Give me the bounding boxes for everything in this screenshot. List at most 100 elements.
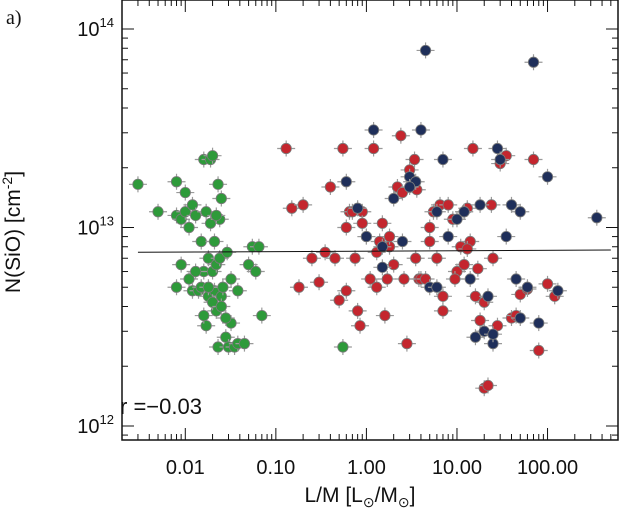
data-point xyxy=(507,271,526,288)
data-point xyxy=(205,233,224,250)
data-point xyxy=(167,279,186,296)
data-point xyxy=(427,279,446,296)
data-point xyxy=(176,203,195,220)
data-point xyxy=(397,335,416,352)
data-point xyxy=(433,302,452,319)
data-point xyxy=(548,282,567,299)
data-point xyxy=(471,196,490,213)
data-point xyxy=(458,240,477,257)
x-axis-title: L/M [L⊙/M⊙] xyxy=(305,484,416,510)
y-tick-label: 1012 xyxy=(77,412,114,438)
data-point xyxy=(393,233,412,250)
data-point xyxy=(216,309,235,326)
data-point xyxy=(277,140,296,157)
data-point xyxy=(337,282,356,299)
data-point xyxy=(326,250,345,267)
data-point xyxy=(149,203,168,220)
data-point xyxy=(478,377,497,394)
data-point xyxy=(491,151,510,168)
data-point xyxy=(411,121,430,138)
data-point xyxy=(439,196,458,213)
data-point xyxy=(209,176,228,193)
data-point xyxy=(337,219,356,236)
data-point xyxy=(373,259,392,276)
data-point xyxy=(351,317,370,334)
data-point xyxy=(378,271,397,288)
data-point xyxy=(186,207,205,224)
correlation-annotation: r =−0.03 xyxy=(120,394,202,419)
data-point xyxy=(529,315,548,332)
data-point xyxy=(348,302,367,319)
data-point xyxy=(197,203,216,220)
data-point xyxy=(167,173,186,190)
data-point xyxy=(484,326,503,343)
data-point xyxy=(333,140,352,157)
data-point xyxy=(447,211,466,228)
data-point xyxy=(373,215,392,232)
data-point xyxy=(384,256,403,273)
data-point xyxy=(316,244,335,261)
x-tick-label: 100.00 xyxy=(517,457,578,479)
data-point xyxy=(373,238,392,255)
data-point xyxy=(364,140,383,157)
data-point xyxy=(538,168,557,185)
data-point xyxy=(502,196,521,213)
y-tick-label: 1013 xyxy=(77,213,114,239)
data-point xyxy=(337,173,356,190)
x-tick-label: 0.10 xyxy=(256,457,295,479)
data-point xyxy=(400,178,419,195)
fit-line xyxy=(137,249,611,253)
data-point xyxy=(420,219,439,236)
data-point xyxy=(367,279,386,296)
data-point xyxy=(353,215,372,232)
data-point xyxy=(346,250,365,267)
data-point xyxy=(420,233,439,250)
x-tick-label: 10.00 xyxy=(432,457,482,479)
data-point xyxy=(207,207,226,224)
data-point xyxy=(380,228,399,245)
y-tick-label: 1014 xyxy=(77,15,114,41)
data-point xyxy=(427,250,446,267)
data-point xyxy=(455,203,474,220)
data-point xyxy=(439,228,458,245)
data-point xyxy=(471,312,490,329)
data-point xyxy=(186,263,205,280)
data-point xyxy=(228,282,247,299)
data-point xyxy=(172,256,191,273)
data-point xyxy=(478,288,497,305)
data-point xyxy=(427,203,446,220)
data-point xyxy=(511,203,530,220)
data-point xyxy=(176,184,195,201)
data-point xyxy=(445,271,464,288)
data-point xyxy=(222,271,241,288)
x-tick-label: 0.01 xyxy=(166,457,205,479)
data-point xyxy=(194,307,213,324)
data-point xyxy=(212,298,231,315)
data-point xyxy=(391,127,410,144)
data-point xyxy=(433,288,452,305)
data-point xyxy=(484,250,503,267)
panel-label: a) xyxy=(6,7,22,29)
data-point xyxy=(497,228,516,245)
data-point xyxy=(321,178,340,195)
data-point xyxy=(466,329,485,346)
data-point xyxy=(463,140,482,157)
data-point xyxy=(455,256,474,273)
data-point xyxy=(357,228,376,245)
data-point xyxy=(529,342,548,359)
data-point xyxy=(330,292,349,309)
x-tick-label: 1.00 xyxy=(347,457,386,479)
data-point xyxy=(406,250,425,267)
data-point xyxy=(282,200,301,217)
data-point xyxy=(302,250,321,267)
data-point xyxy=(488,140,507,157)
data-point xyxy=(252,307,271,324)
data-point xyxy=(524,151,543,168)
data-point xyxy=(468,260,487,277)
data-point xyxy=(364,121,383,138)
data-point xyxy=(433,151,452,168)
data-point xyxy=(333,339,352,356)
y-axis-title: N(SiO) [cm-2] xyxy=(0,171,25,293)
data-point xyxy=(235,335,254,352)
data-point xyxy=(294,196,313,213)
